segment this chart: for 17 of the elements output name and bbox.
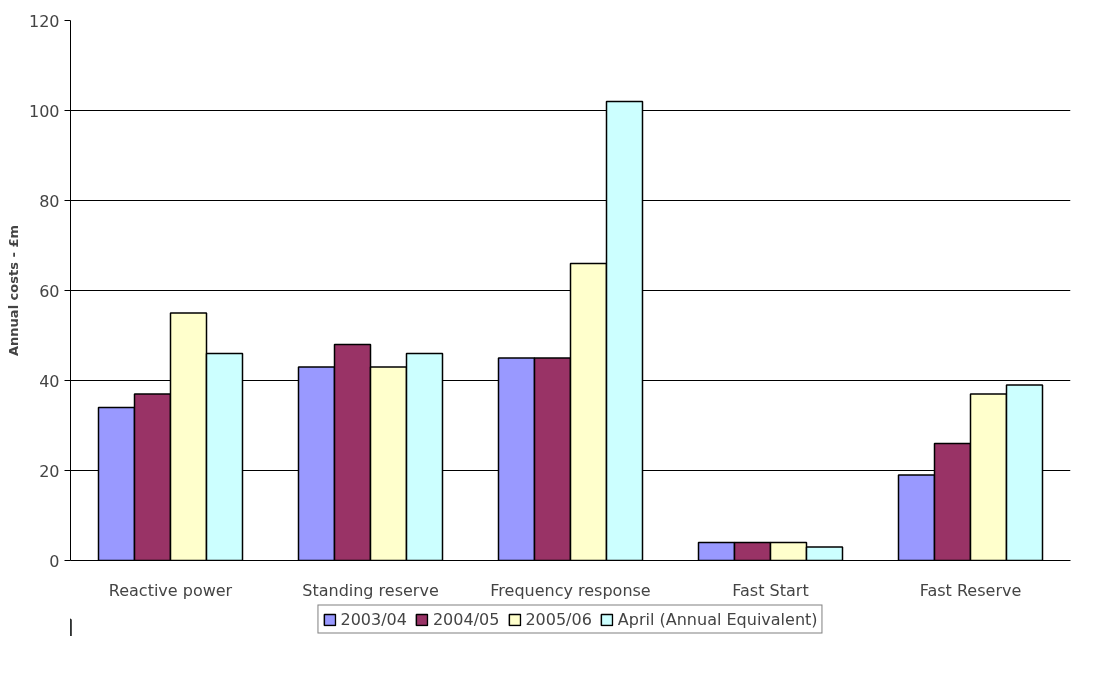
x-tick-label: Fast Start [732,580,809,600]
legend-label: 2004/05 [432,609,500,629]
y-axis-title: Annual costs - £m [5,225,21,356]
x-tick-label: Reactive power [108,580,233,600]
y-tick-label: 80 [39,191,60,211]
x-tick-label: Frequency response [490,580,651,600]
y-tick-label: 20 [39,461,60,481]
y-tick-label: 100 [28,101,60,121]
y-tick-label: 60 [39,281,60,301]
y-tick-label: 0 [49,551,60,571]
legend-label: 2003/04 [340,609,407,629]
y-tick-label: 120 [28,11,60,31]
legend-label: April (Annual Equivalent) [617,609,818,629]
x-tick-label: Fast Reserve [919,580,1022,600]
legend-label: 2005/06 [525,609,592,629]
x-tick-label: Standing reserve [302,580,439,600]
y-tick-label: 40 [39,371,60,391]
